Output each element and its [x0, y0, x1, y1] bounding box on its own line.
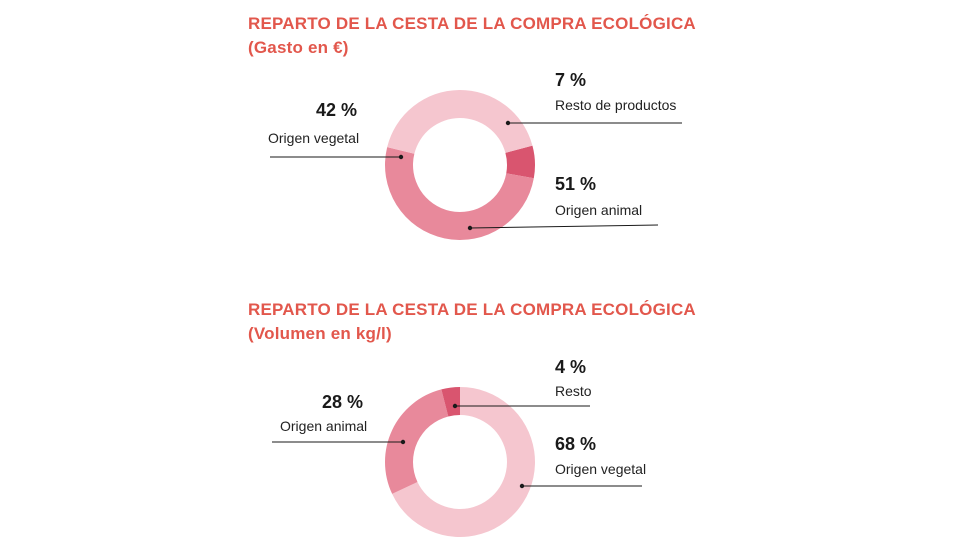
chart1-leader-dot	[398, 154, 404, 160]
chart1-slice-origen-animal	[385, 147, 534, 240]
chart1-label-vegetal: Origen vegetal	[268, 130, 360, 146]
chart2-title-block: REPARTO DE LA CESTA DE LA COMPRA ECOLÓGI…	[248, 298, 696, 346]
chart2-label-resto: Resto	[555, 383, 592, 399]
chart1-leader-dot	[505, 120, 511, 126]
chart2-leader-dot	[400, 439, 406, 445]
chart1-subtitle: (Gasto en €)	[248, 38, 349, 57]
chart2-slice-origen-animal	[384, 389, 449, 494]
chart2-leader-dot	[452, 403, 458, 409]
chart1-slice-origen-vegetal	[387, 89, 533, 154]
chart2-slice-resto	[441, 387, 460, 417]
chart2-slice-origen-vegetal	[392, 387, 536, 538]
chart2-pct-resto: 4 %	[555, 357, 587, 377]
chart1-title: REPARTO DE LA CESTA DE LA COMPRA ECOLÓGI…	[248, 14, 696, 33]
chart1-title-block: REPARTO DE LA CESTA DE LA COMPRA ECOLÓGI…	[248, 12, 696, 60]
chart1-slice-resto	[505, 145, 536, 179]
chart1-leader-dot	[467, 225, 473, 231]
chart2-label-vegetal: Origen vegetal	[555, 461, 647, 477]
chart2-label-animal: Origen animal	[280, 418, 368, 434]
chart1-label-resto: Resto de productos	[555, 97, 677, 113]
chart2-title: REPARTO DE LA CESTA DE LA COMPRA ECOLÓGI…	[248, 300, 696, 319]
chart2-pct-animal: 28 %	[322, 392, 364, 412]
chart1-leader-line	[469, 224, 659, 229]
chart1-pct-vegetal: 42 %	[316, 100, 358, 120]
chart1-pct-animal: 51 %	[555, 174, 597, 194]
chart1-label-animal: Origen animal	[555, 202, 643, 218]
chart1-pct-resto: 7 %	[555, 70, 587, 90]
chart2-subtitle: (Volumen en kg/l)	[248, 324, 392, 343]
chart1-donut	[270, 89, 682, 240]
chart2-leader-dot	[519, 483, 525, 489]
chart2-pct-vegetal: 68 %	[555, 434, 597, 454]
